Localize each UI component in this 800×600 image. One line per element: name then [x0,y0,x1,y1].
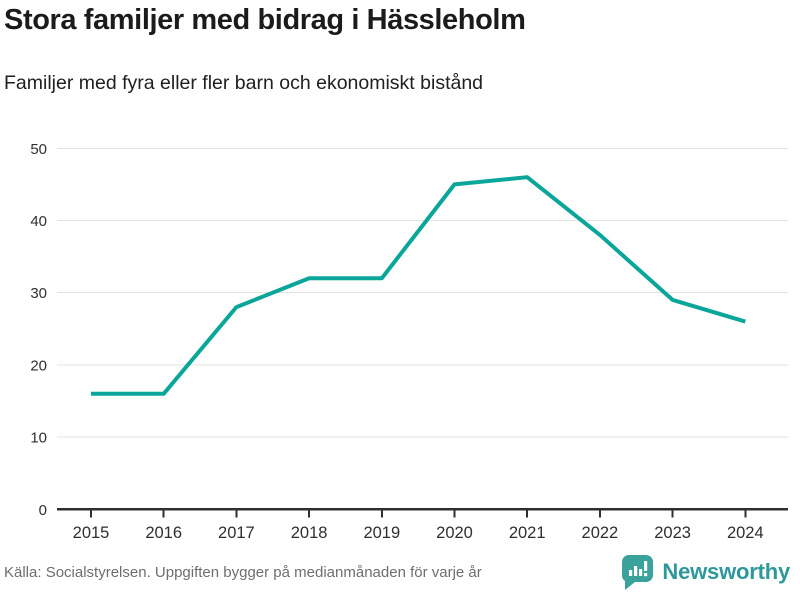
x-axis-tick-label: 2023 [654,524,691,542]
y-axis-tick-label: 40 [30,213,47,230]
x-axis-tick-label: 2022 [582,524,619,542]
page-subtitle: Familjer med fyra eller fler barn och ek… [4,72,484,94]
line-chart: 0 10 20 30 40 50 2015 2016 2017 2018 2019 2020 2021 2… [0,120,800,552]
line-chart-svg: 0 10 20 30 40 50 2015 2016 2017 2018 2019 2020 2021 2… [30,141,788,542]
y-axis-tick-label: 0 [39,502,47,519]
y-axis-tick-label: 20 [30,357,47,374]
y-axis-tick-label: 10 [30,430,47,447]
y-axis-tick-label: 50 [30,141,47,158]
x-axis-tick-label: 2020 [436,524,473,542]
footer: Källa: Socialstyrelsen. Uppgiften bygger… [0,554,800,600]
x-axis-tick-label: 2017 [218,524,255,542]
y-axis-tick-label: 30 [30,285,47,302]
x-axis-tick-label: 2019 [363,524,400,542]
page-title: Stora familjer med bidrag i Hässleholm [4,4,526,36]
x-axis-tick-label: 2024 [727,524,764,542]
x-axis-tick-label: 2015 [73,524,110,542]
x-axis-tick-label: 2021 [509,524,546,542]
speech-bubble-bar-chart-icon [622,554,654,590]
brand-logo: Newsworthy [621,554,790,591]
x-axis-tick-label: 2016 [145,524,182,542]
source-note: Källa: Socialstyrelsen. Uppgiften bygger… [4,563,482,581]
data-line [91,175,746,396]
x-axis-tick-label: 2018 [291,524,328,542]
brand-name: Newsworthy [662,559,790,584]
